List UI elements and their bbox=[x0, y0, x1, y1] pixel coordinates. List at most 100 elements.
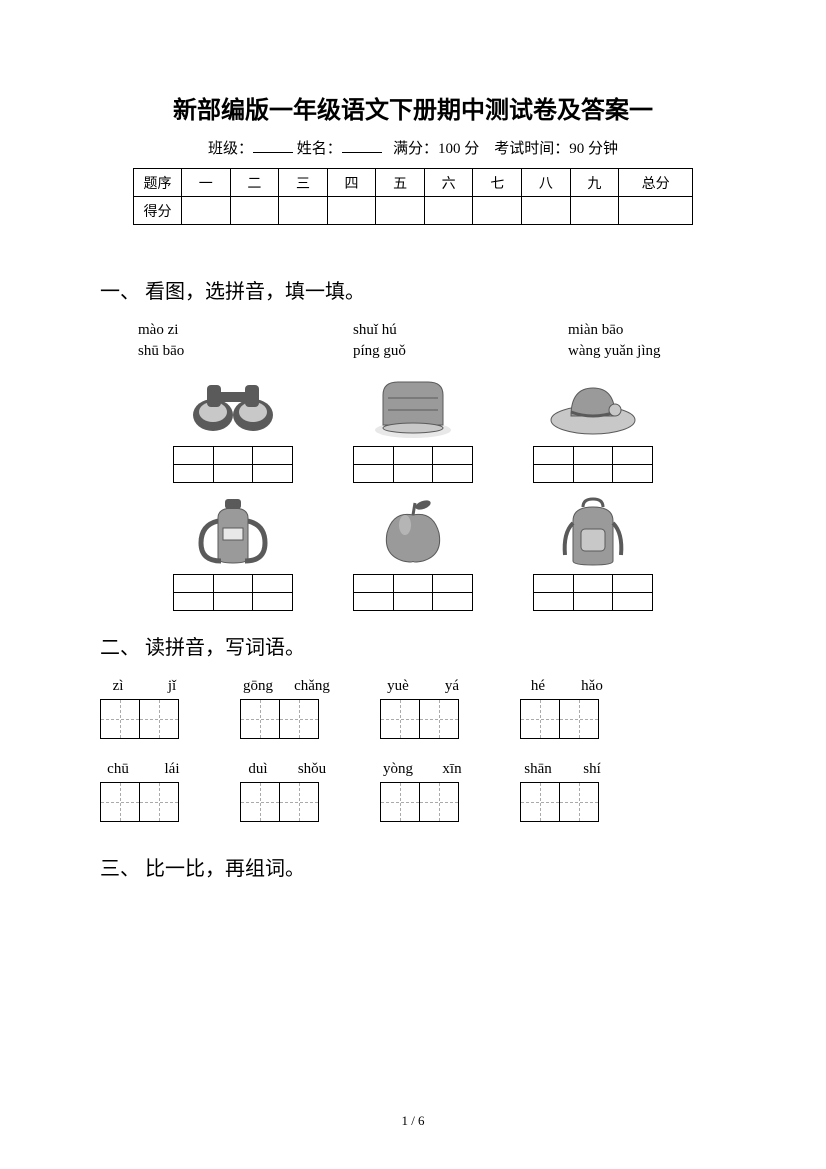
backpack-icon bbox=[543, 493, 643, 568]
name-blank[interactable] bbox=[342, 139, 382, 153]
score-cell: 二 bbox=[230, 169, 279, 197]
binoculars-icon bbox=[183, 370, 283, 440]
score-cell: 总分 bbox=[619, 169, 693, 197]
apple-icon bbox=[363, 493, 463, 568]
score-value-row: 得分 bbox=[134, 197, 693, 225]
q1-answer-grid[interactable] bbox=[533, 446, 653, 483]
score-cell[interactable] bbox=[182, 197, 231, 225]
section-3-heading: 三、 比一比，再组词。 bbox=[100, 852, 726, 881]
exam-meta: 班级： 姓名： 满分：100 分 考试时间：90 分钟 bbox=[100, 137, 726, 158]
score-cell[interactable] bbox=[522, 197, 571, 225]
tianzige[interactable] bbox=[100, 699, 190, 739]
score-cell[interactable] bbox=[473, 197, 522, 225]
pinyin-option: wàng yuǎn jìng bbox=[568, 343, 688, 360]
score-cell: 五 bbox=[376, 169, 425, 197]
score-cell: 七 bbox=[473, 169, 522, 197]
pinyin: xīn bbox=[434, 761, 470, 778]
pinyin-option: shū bāo bbox=[138, 343, 258, 360]
tianzige[interactable] bbox=[520, 782, 610, 822]
pinyin: jǐ bbox=[154, 678, 190, 695]
score-cell[interactable] bbox=[424, 197, 473, 225]
score-cell: 题序 bbox=[134, 169, 182, 197]
tianzige[interactable] bbox=[520, 699, 610, 739]
score-table: 题序 一 二 三 四 五 六 七 八 九 总分 得分 bbox=[133, 168, 693, 225]
exam-title: 新部编版一年级语文下册期中测试卷及答案一 bbox=[100, 90, 726, 125]
fullscore-label: 满分： bbox=[393, 141, 438, 157]
score-cell[interactable] bbox=[619, 197, 693, 225]
score-cell[interactable] bbox=[230, 197, 279, 225]
score-cell[interactable] bbox=[570, 197, 619, 225]
q2-row2: chū lái duì shǒu yòng xīn shān shí bbox=[100, 761, 726, 822]
pinyin: chǎng bbox=[294, 678, 330, 695]
q1-answer-grid[interactable] bbox=[533, 574, 653, 611]
bread-icon bbox=[363, 370, 463, 440]
section-1-heading: 一、 看图，选拼音，填一填。 bbox=[100, 275, 726, 304]
pinyin: shǒu bbox=[294, 761, 330, 778]
pinyin-option: miàn bāo bbox=[568, 322, 688, 339]
q1-answer-grid[interactable] bbox=[353, 446, 473, 483]
kettle-icon bbox=[183, 493, 283, 568]
q2-item: chū lái bbox=[100, 761, 190, 822]
pinyin: yòng bbox=[380, 761, 416, 778]
q2-item: zì jǐ bbox=[100, 678, 190, 739]
score-cell: 四 bbox=[327, 169, 376, 197]
q2-item: shān shí bbox=[520, 761, 610, 822]
hat-icon bbox=[543, 370, 643, 440]
tianzige[interactable] bbox=[380, 782, 470, 822]
tianzige[interactable] bbox=[380, 699, 470, 739]
pinyin-option: shuǐ hú bbox=[353, 322, 473, 339]
section-2-heading: 二、 读拼音，写词语。 bbox=[100, 631, 726, 660]
q1-item bbox=[353, 370, 473, 483]
pinyin: shān bbox=[520, 761, 556, 778]
score-cell[interactable] bbox=[376, 197, 425, 225]
pinyin: duì bbox=[240, 761, 276, 778]
time-value: 90 分钟 bbox=[569, 141, 618, 157]
q1-answer-grid[interactable] bbox=[353, 574, 473, 611]
q1-pinyin-row2: shū bāo píng guǒ wàng yuǎn jìng bbox=[100, 343, 726, 360]
score-cell: 六 bbox=[424, 169, 473, 197]
page-number: 1 / 6 bbox=[0, 1113, 826, 1129]
pinyin-option: píng guǒ bbox=[353, 343, 473, 360]
class-label: 班级： bbox=[208, 141, 253, 157]
q1-pinyin-row1: mào zi shuǐ hú miàn bāo bbox=[100, 322, 726, 339]
pinyin: yuè bbox=[380, 678, 416, 695]
tianzige[interactable] bbox=[240, 699, 330, 739]
q1-answer-grid[interactable] bbox=[173, 574, 293, 611]
pinyin: yá bbox=[434, 678, 470, 695]
q1-item bbox=[533, 493, 653, 611]
q1-item bbox=[173, 493, 293, 611]
pinyin: hé bbox=[520, 678, 556, 695]
score-cell: 一 bbox=[182, 169, 231, 197]
q2-item: hé hǎo bbox=[520, 678, 610, 739]
score-cell[interactable] bbox=[327, 197, 376, 225]
q1-image-row1 bbox=[100, 370, 726, 483]
q1-image-row2 bbox=[100, 493, 726, 611]
q1-item bbox=[353, 493, 473, 611]
q2-item: gōng chǎng bbox=[240, 678, 330, 739]
name-label: 姓名： bbox=[297, 141, 342, 157]
pinyin: chū bbox=[100, 761, 136, 778]
score-cell: 三 bbox=[279, 169, 328, 197]
q1-item bbox=[533, 370, 653, 483]
score-cell: 九 bbox=[570, 169, 619, 197]
tianzige[interactable] bbox=[100, 782, 190, 822]
q2-row1: zì jǐ gōng chǎng yuè yá hé hǎo bbox=[100, 678, 726, 739]
pinyin: lái bbox=[154, 761, 190, 778]
tianzige[interactable] bbox=[240, 782, 330, 822]
q1-answer-grid[interactable] bbox=[173, 446, 293, 483]
pinyin: gōng bbox=[240, 678, 276, 695]
fullscore-value: 100 分 bbox=[438, 141, 479, 157]
score-cell: 得分 bbox=[134, 197, 182, 225]
score-header-row: 题序 一 二 三 四 五 六 七 八 九 总分 bbox=[134, 169, 693, 197]
pinyin: zì bbox=[100, 678, 136, 695]
q2-item: yuè yá bbox=[380, 678, 470, 739]
pinyin: hǎo bbox=[574, 678, 610, 695]
class-blank[interactable] bbox=[253, 139, 293, 153]
score-cell: 八 bbox=[522, 169, 571, 197]
pinyin: shí bbox=[574, 761, 610, 778]
q1-item bbox=[173, 370, 293, 483]
score-cell[interactable] bbox=[279, 197, 328, 225]
pinyin-option: mào zi bbox=[138, 322, 258, 339]
q2-item: duì shǒu bbox=[240, 761, 330, 822]
q2-item: yòng xīn bbox=[380, 761, 470, 822]
